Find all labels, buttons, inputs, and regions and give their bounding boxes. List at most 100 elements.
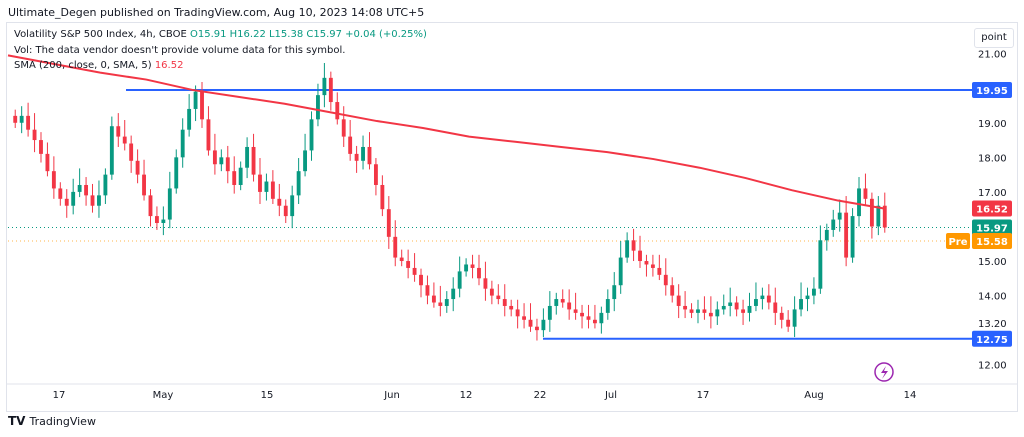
candle-body: [457, 271, 462, 289]
x-tick-label: Aug: [804, 390, 824, 401]
candle-body: [676, 295, 681, 306]
x-tick-label: May: [153, 390, 174, 401]
candle-body: [322, 77, 327, 96]
candle-body: [631, 240, 636, 251]
published-by-line: Ultimate_Degen published on TradingView.…: [8, 6, 425, 19]
candle-body: [850, 216, 855, 258]
candle-body: [689, 309, 694, 313]
candle-body: [515, 309, 520, 317]
candle-body: [129, 143, 134, 161]
candle-body: [225, 157, 230, 172]
candle-body: [97, 195, 101, 206]
x-tick-label: 17: [697, 390, 710, 401]
tradingview-logo-text: TradingView: [29, 414, 96, 428]
candle-body: [380, 184, 385, 210]
y-tick-label: 21.00: [978, 50, 1007, 61]
candle-body: [367, 146, 372, 165]
candle-body: [754, 299, 758, 306]
candle-body: [670, 285, 675, 296]
candle-body: [77, 184, 82, 192]
candle-body: [64, 198, 69, 206]
candle-body: [206, 119, 211, 151]
price-tag-sma: 16.52: [976, 204, 1008, 215]
candle-body: [393, 236, 398, 258]
candle-body: [309, 119, 314, 151]
tradingview-branding[interactable]: TV TradingView: [8, 414, 96, 428]
pre-tag-prefix: Pre: [948, 237, 967, 248]
candle-body: [869, 198, 874, 227]
y-tick-label: 18.00: [978, 153, 1007, 164]
candle-body: [180, 129, 185, 158]
candle-body: [174, 157, 179, 189]
alert-bolt-glyph: [881, 366, 888, 379]
price-tag-hline: 19.95: [976, 86, 1008, 97]
candle-body: [283, 205, 288, 217]
candle-body: [760, 295, 765, 300]
candle-body: [483, 278, 488, 289]
price-scale-mode-button[interactable]: point: [974, 28, 1014, 48]
candle-body: [464, 264, 469, 272]
candle-body: [161, 219, 166, 224]
candle-body: [431, 295, 436, 303]
candle-body: [522, 316, 527, 320]
candle-body: [696, 309, 700, 313]
candle-body: [612, 285, 617, 300]
candle-body: [412, 267, 417, 275]
candle-body: [560, 299, 565, 303]
candle-body: [45, 153, 50, 172]
candle-body: [438, 302, 443, 306]
pre-tag-prefix-box: [946, 232, 970, 249]
candle-body: [554, 299, 559, 306]
candle-body: [818, 240, 823, 289]
legend-symbol: Volatility S&P 500 Index, 4h, CBOE: [14, 29, 187, 40]
candle-body: [290, 195, 295, 217]
tradingview-logo-icon: TV: [8, 414, 26, 428]
candle-body: [773, 302, 778, 313]
candle-body: [148, 195, 153, 217]
y-tick-label: 13.20: [978, 319, 1007, 330]
candle-body: [90, 195, 95, 206]
candle-body: [786, 319, 791, 327]
legend-sma-row: SMA (200, close, 0, SMA, 5) 16.52: [14, 60, 183, 71]
x-tick-label: Jun: [383, 390, 400, 401]
candle-body: [728, 302, 733, 306]
legend-sma-label: SMA (200, close, 0, SMA, 5): [14, 60, 152, 71]
candle-body: [154, 216, 159, 224]
candle-body: [547, 305, 552, 320]
candle-body: [296, 171, 301, 196]
candle-body: [258, 174, 262, 192]
candle-body: [103, 174, 108, 196]
candle-body: [142, 174, 146, 196]
candle-body: [13, 115, 18, 123]
chart-frame: [6, 22, 1018, 412]
candle-body: [135, 160, 140, 175]
candle-body: [193, 91, 198, 109]
candle-body: [496, 295, 501, 300]
alert-bolt-icon: [874, 362, 894, 382]
candle-body: [644, 261, 649, 265]
candle-body: [528, 319, 533, 327]
candle-body: [470, 264, 475, 268]
candle-body: [51, 171, 56, 189]
legend-ohlc: O15.91 H16.22 L15.38 C15.97 +0.04 (+0.25…: [189, 29, 427, 40]
candle-body: [219, 157, 224, 165]
candle-body: [799, 299, 803, 310]
candle-body: [373, 164, 378, 185]
candle-body: [599, 312, 604, 324]
candle-body: [863, 188, 868, 199]
candle-body: [341, 119, 346, 137]
candle-body: [541, 319, 546, 331]
candle-body: [509, 305, 514, 310]
candle-body: [683, 305, 688, 310]
legend-symbol-row: Volatility S&P 500 Index, 4h, CBOE O15.9…: [14, 29, 427, 40]
candle-body: [734, 302, 739, 310]
candle-body: [779, 312, 784, 320]
candle-body: [580, 312, 584, 317]
candle-body: [824, 229, 829, 241]
price-tag-last: 15.97: [976, 224, 1008, 235]
candle-body: [361, 146, 365, 161]
candle-body: [251, 146, 256, 175]
candle-body: [657, 267, 662, 275]
candle-body: [837, 212, 842, 220]
